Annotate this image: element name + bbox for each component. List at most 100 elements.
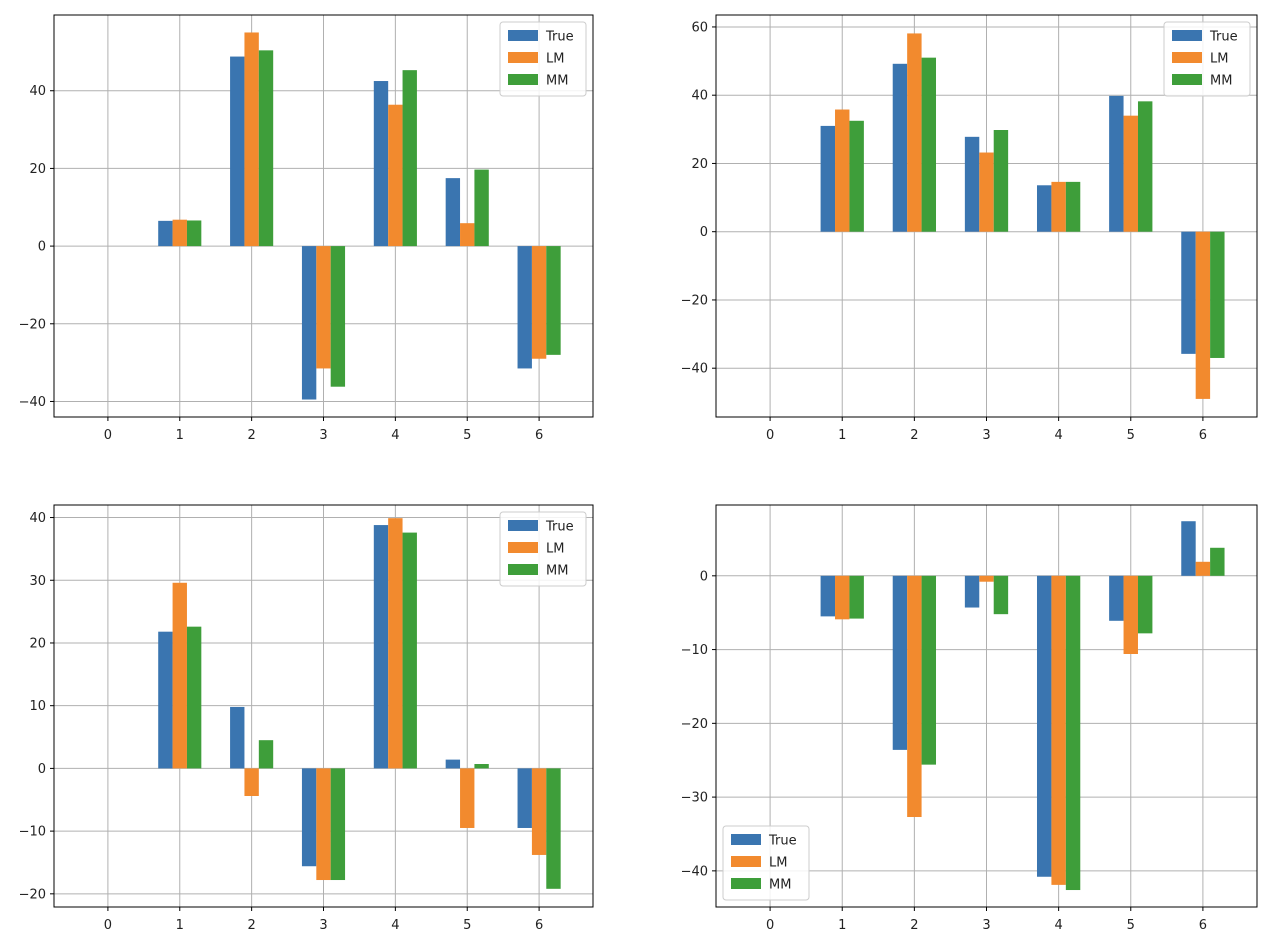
legend-label-mm: MM: [769, 878, 791, 893]
bar-mm-5: [474, 169, 489, 247]
bar-lm-2: [244, 768, 259, 796]
bar-lm-3: [316, 768, 331, 881]
y-tick-label: 30: [29, 574, 46, 589]
x-tick-label: 1: [176, 918, 184, 933]
bar-true-2: [230, 56, 245, 247]
legend-swatch-mm: [731, 878, 761, 889]
bar-lm-1: [835, 575, 850, 620]
y-tick-label: 40: [29, 84, 46, 99]
x-tick-label: 4: [391, 428, 399, 443]
x-tick-label: 2: [910, 428, 918, 443]
bar-true-3: [964, 136, 980, 232]
bar-lm-1: [172, 219, 187, 247]
bar-mm-3: [330, 246, 346, 387]
legend-label-mm: MM: [546, 74, 568, 89]
y-tick-label: −10: [19, 825, 46, 840]
bar-mm-4: [1065, 575, 1081, 891]
legend-swatch-lm: [508, 542, 538, 553]
bar-true-2: [892, 575, 908, 750]
x-tick-label: 2: [247, 918, 255, 933]
y-tick-label: −20: [19, 887, 46, 902]
bar-true-4: [373, 81, 389, 247]
bar-mm-2: [921, 57, 937, 232]
x-tick-label: 6: [1199, 428, 1207, 443]
legend-label-true: True: [545, 30, 574, 45]
y-tick-label: 20: [29, 636, 46, 651]
x-tick-label: 4: [1054, 918, 1062, 933]
bar-mm-5: [1137, 575, 1153, 634]
y-tick-label: −20: [19, 317, 46, 332]
x-tick-label: 1: [176, 428, 184, 443]
bar-lm-4: [1051, 181, 1066, 232]
y-tick-label: −40: [19, 395, 46, 410]
x-tick-label: 2: [247, 428, 255, 443]
legend-swatch-mm: [508, 74, 538, 85]
bar-mm-3: [993, 575, 1009, 615]
x-tick-label: 0: [104, 428, 112, 443]
x-tick-label: 1: [838, 918, 846, 933]
legend-swatch-true: [508, 30, 538, 41]
legend-label-true: True: [545, 520, 574, 535]
bar-lm-5: [1123, 115, 1138, 232]
x-tick-label: 3: [982, 918, 990, 933]
legend: True LM MM: [722, 825, 810, 901]
legend-swatch-lm: [731, 856, 761, 867]
x-tick-label: 4: [391, 918, 399, 933]
x-tick-label: 3: [319, 428, 327, 443]
y-tick-label: 0: [38, 762, 46, 777]
y-tick-label: −20: [681, 717, 708, 732]
bar-true-2: [230, 706, 245, 769]
legend: True LM MM: [499, 511, 587, 587]
y-tick-label: 0: [700, 225, 708, 240]
x-tick-label: 2: [910, 918, 918, 933]
subplot-bottom-left: 0 1 2 3 4 5 6 −20 −10 0 10 20 30 40 True LM MM: [19, 504, 594, 933]
bar-mm-2: [258, 50, 274, 247]
x-tick-label: 5: [1127, 918, 1135, 933]
bar-mm-6: [546, 246, 561, 355]
legend-swatch-true: [731, 834, 761, 845]
legend-label-true: True: [1209, 30, 1238, 45]
bar-true-3: [964, 575, 980, 608]
legend: True LM MM: [499, 21, 587, 97]
bar-mm-6: [546, 768, 561, 889]
x-tick-label: 3: [319, 918, 327, 933]
bars: [820, 521, 1225, 891]
y-tick-label: 0: [38, 240, 46, 255]
y-tick-label: 40: [29, 511, 46, 526]
bars: [158, 32, 561, 400]
bar-lm-4: [388, 518, 403, 769]
bar-lm-4: [388, 104, 403, 247]
bar-mm-2: [921, 575, 937, 765]
bar-true-1: [158, 631, 173, 769]
bar-mm-4: [402, 532, 417, 769]
x-tick-label: 6: [535, 428, 543, 443]
bar-true-3: [301, 246, 317, 400]
bar-mm-2: [258, 740, 274, 769]
bar-lm-2: [907, 575, 922, 818]
legend-swatch-lm: [1172, 52, 1202, 63]
bar-mm-6: [1210, 547, 1225, 576]
bar-lm-1: [835, 109, 850, 232]
y-tick-label: 40: [691, 89, 708, 104]
subplot-top-left: 0 1 2 3 4 5 6 −40 −20 0 20 40 True LM MM: [19, 14, 594, 443]
bar-true-4: [1036, 575, 1052, 877]
y-tick-label: −40: [681, 864, 708, 879]
bar-lm-5: [1123, 575, 1138, 654]
bar-mm-3: [330, 768, 346, 881]
bar-true-4: [1036, 185, 1052, 232]
x-tick-label: 1: [838, 428, 846, 443]
y-tick-label: −20: [681, 293, 708, 308]
bar-true-1: [820, 125, 836, 232]
y-tick-label: −40: [681, 362, 708, 377]
bar-lm-2: [907, 33, 922, 232]
bar-true-6: [1181, 231, 1196, 354]
bar-true-5: [445, 178, 461, 247]
subplot-bottom-right: 0 1 2 3 4 5 6 −40 −30 −20 −10 0 True LM MM: [681, 504, 1258, 933]
bar-lm-5: [460, 223, 475, 247]
bar-lm-2: [244, 32, 259, 247]
bar-true-4: [373, 525, 389, 769]
legend-label-mm: MM: [1210, 74, 1232, 89]
legend-label-mm: MM: [546, 564, 568, 579]
legend-label-lm: LM: [769, 856, 787, 871]
x-tick-label: 6: [535, 918, 543, 933]
